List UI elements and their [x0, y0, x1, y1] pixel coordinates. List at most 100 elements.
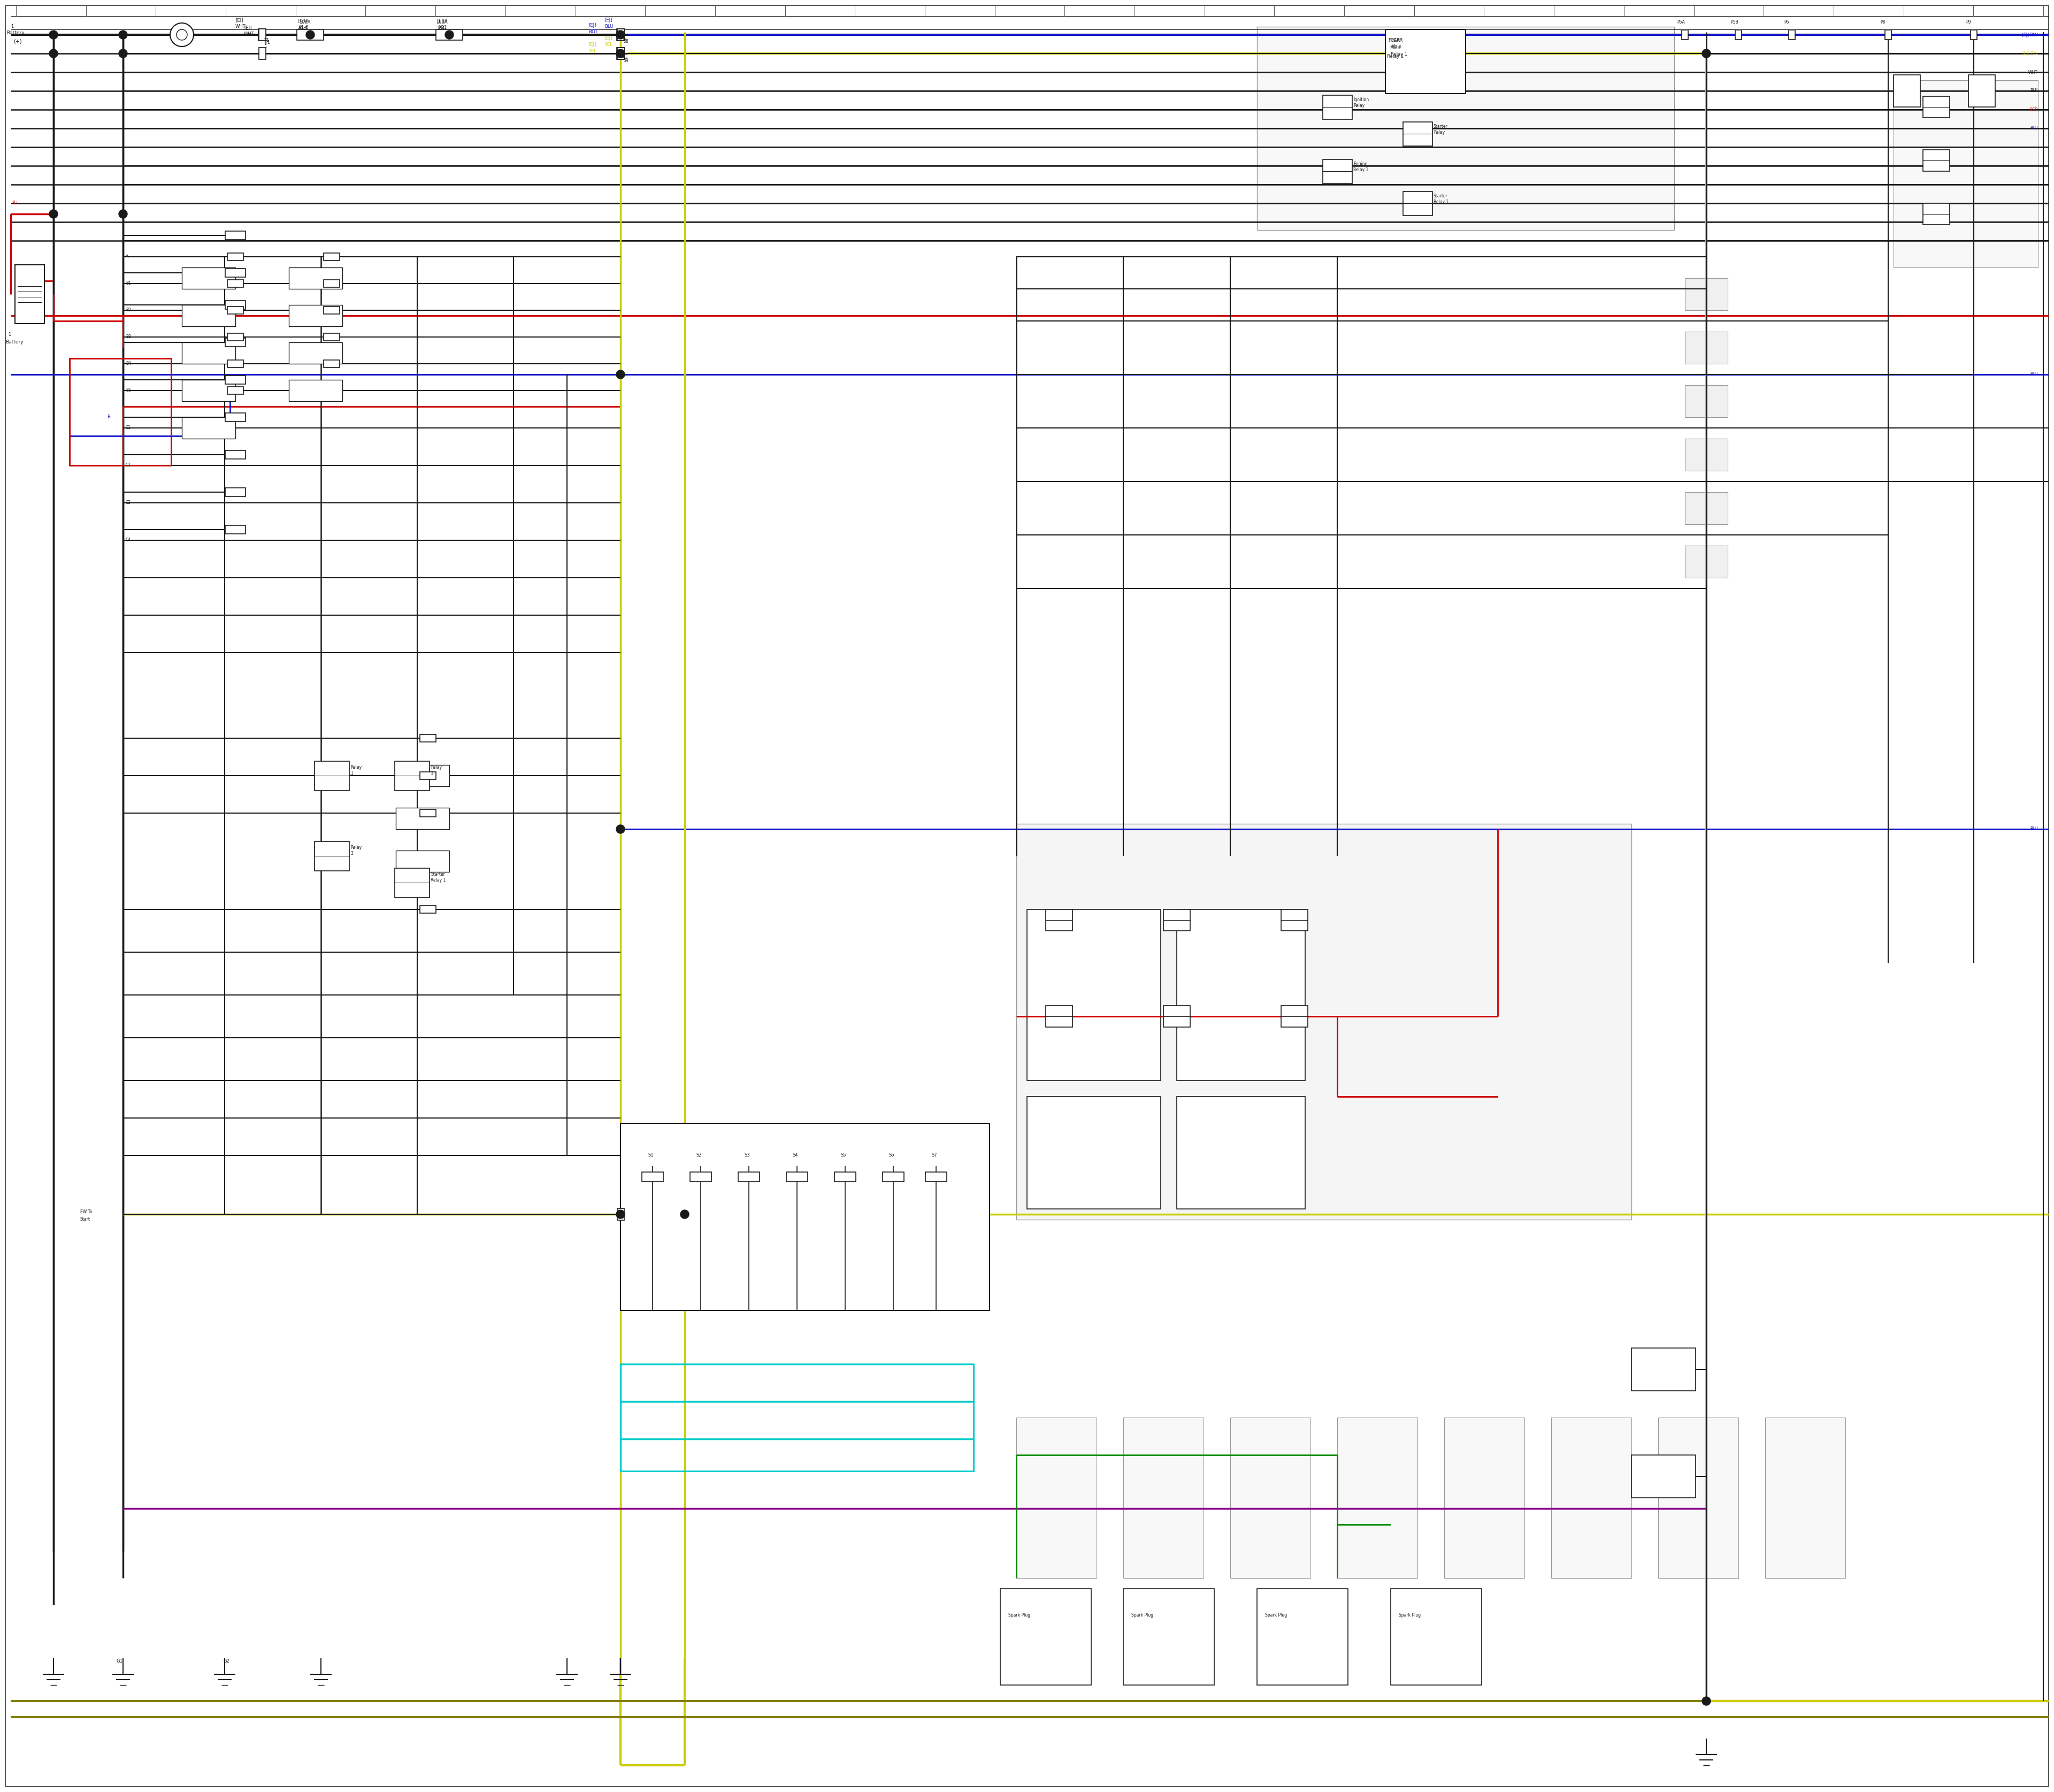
Bar: [419, 735, 435, 742]
Text: 160A: 160A: [435, 20, 448, 23]
Text: 100A: 100A: [298, 20, 308, 23]
Bar: [1163, 909, 1189, 930]
Text: Spark Plug: Spark Plug: [1132, 1613, 1152, 1618]
Bar: [325, 306, 339, 314]
Bar: [641, 1172, 663, 1181]
Bar: [1764, 1417, 1844, 1579]
Text: WHT: WHT: [2029, 70, 2038, 75]
Text: [EJ]: [EJ]: [604, 36, 612, 41]
Bar: [228, 253, 242, 260]
Circle shape: [1703, 1697, 1711, 1706]
Text: Main: Main: [1391, 47, 1401, 50]
Bar: [1684, 278, 1727, 310]
Bar: [228, 360, 242, 367]
Bar: [183, 380, 236, 401]
Bar: [226, 412, 246, 421]
Text: A1-6: A1-6: [298, 25, 308, 30]
Bar: [1970, 30, 1976, 39]
Text: B1: B1: [125, 281, 131, 287]
Circle shape: [177, 29, 187, 39]
Bar: [290, 380, 343, 401]
Text: S4: S4: [793, 1152, 799, 1158]
Bar: [314, 840, 349, 871]
Text: P6: P6: [1783, 20, 1789, 25]
Bar: [1923, 97, 1949, 118]
Bar: [314, 762, 349, 790]
Text: C4: C4: [125, 538, 131, 543]
Bar: [620, 1124, 990, 1310]
Bar: [1403, 122, 1432, 145]
Text: C1: C1: [125, 425, 131, 430]
Text: RED: RED: [2029, 108, 2038, 113]
Text: S6: S6: [889, 1152, 896, 1158]
Text: Battery: Battery: [6, 30, 25, 36]
Bar: [325, 253, 339, 260]
Bar: [290, 305, 343, 326]
Text: Ignition
Relay: Ignition Relay: [1354, 97, 1368, 108]
Bar: [1177, 1097, 1304, 1210]
Bar: [1968, 75, 1994, 108]
Text: [EJ]: [EJ]: [587, 41, 596, 47]
Bar: [396, 808, 450, 830]
Bar: [834, 1172, 857, 1181]
Circle shape: [306, 30, 314, 39]
Text: 1: 1: [265, 45, 267, 50]
Text: BLU: BLU: [587, 30, 598, 34]
Text: Spark Plug: Spark Plug: [1399, 1613, 1421, 1618]
Bar: [616, 48, 624, 59]
Bar: [1177, 909, 1304, 1081]
Text: Start: Start: [80, 1217, 90, 1222]
Text: Starter
Relay 1: Starter Relay 1: [431, 873, 446, 882]
Text: WHT: WHT: [236, 25, 246, 29]
Text: (+): (+): [14, 39, 23, 45]
Circle shape: [119, 210, 127, 219]
Bar: [1682, 30, 1688, 39]
Text: S2: S2: [696, 1152, 702, 1158]
Text: EW To: EW To: [80, 1210, 92, 1213]
Text: Spark Plug: Spark Plug: [1009, 1613, 1031, 1618]
Bar: [298, 29, 325, 39]
Bar: [1282, 909, 1308, 930]
Bar: [616, 29, 624, 41]
Bar: [1384, 29, 1467, 93]
Bar: [1124, 1417, 1204, 1579]
Bar: [226, 269, 246, 278]
Bar: [1000, 1590, 1091, 1684]
Text: Relay
1: Relay 1: [351, 765, 362, 776]
Bar: [394, 867, 429, 898]
Bar: [1631, 1455, 1697, 1498]
Bar: [616, 48, 624, 59]
Bar: [1017, 824, 1631, 1220]
Bar: [1124, 1590, 1214, 1684]
Text: S3: S3: [744, 1152, 750, 1158]
Text: 59: 59: [622, 57, 626, 59]
Bar: [226, 450, 246, 459]
Text: T1: T1: [265, 41, 271, 45]
Text: G1: G1: [117, 1659, 123, 1663]
Text: [EI]: [EI]: [236, 18, 242, 23]
Bar: [14, 265, 43, 324]
Text: [EJ]: [EJ]: [587, 23, 596, 29]
Bar: [70, 358, 170, 466]
Text: WHT: WHT: [244, 32, 255, 36]
Bar: [325, 333, 339, 340]
Text: [EJ] BLU: [EJ] BLU: [2021, 32, 2038, 38]
Bar: [259, 29, 265, 41]
Bar: [1337, 1417, 1417, 1579]
Bar: [1403, 192, 1432, 215]
Bar: [1257, 27, 1674, 229]
Text: S5: S5: [840, 1152, 846, 1158]
Text: G2: G2: [224, 1659, 230, 1663]
Bar: [259, 29, 265, 41]
Text: 59: 59: [622, 57, 629, 63]
Text: 58: 58: [622, 39, 629, 45]
Bar: [226, 339, 246, 346]
Circle shape: [616, 48, 624, 57]
Bar: [1230, 1417, 1310, 1579]
Bar: [1658, 1417, 1738, 1579]
Circle shape: [616, 1210, 624, 1219]
Text: A1-6: A1-6: [298, 27, 308, 30]
Text: Relay
2: Relay 2: [431, 765, 442, 776]
Bar: [228, 333, 242, 340]
Text: BLU: BLU: [604, 25, 614, 29]
